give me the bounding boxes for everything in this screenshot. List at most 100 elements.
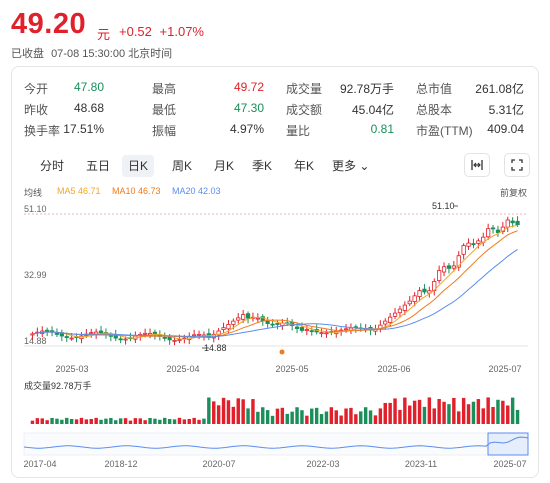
tab-1[interactable]: 五日 bbox=[86, 159, 111, 173]
compare-button[interactable] bbox=[464, 153, 490, 177]
adjust-mode[interactable]: 前复权 bbox=[500, 188, 528, 198]
stat-label: 总股本 bbox=[416, 103, 453, 117]
candle-body bbox=[383, 320, 388, 325]
stat-value: 49.72 bbox=[233, 80, 264, 94]
volume-bar bbox=[305, 415, 309, 424]
legend-ma20: MA20 42.03 bbox=[172, 186, 221, 196]
volume-bar bbox=[197, 419, 201, 424]
candle-body bbox=[495, 229, 501, 233]
candle-body bbox=[422, 288, 427, 293]
fullscreen-icon bbox=[511, 159, 523, 171]
volume-bar bbox=[491, 406, 495, 424]
candle-body bbox=[451, 265, 456, 269]
volume-bar bbox=[202, 418, 206, 424]
stat-label: 市盈(TTM) bbox=[416, 124, 473, 138]
volume-bar bbox=[280, 407, 285, 424]
volume-bar bbox=[84, 419, 89, 424]
candle-body bbox=[196, 333, 202, 336]
volume-bar bbox=[510, 397, 515, 424]
tab-2[interactable]: 日K bbox=[122, 155, 155, 177]
tab-3[interactable]: 周K bbox=[172, 159, 193, 173]
ma10-line bbox=[32, 230, 518, 338]
tab-0[interactable]: 分时 bbox=[40, 159, 65, 173]
stat-label: 总市值 bbox=[416, 82, 453, 96]
volume-bar bbox=[50, 417, 54, 424]
stat-value: 47.30 bbox=[233, 101, 264, 115]
candle-body bbox=[461, 245, 466, 255]
stat-value: 5.31亿 bbox=[488, 103, 524, 117]
y-tick-label: 51.10 bbox=[24, 204, 47, 214]
volume-bar bbox=[118, 418, 123, 424]
fullscreen-button[interactable] bbox=[504, 153, 530, 177]
y-tick-label: 32.99 bbox=[24, 270, 47, 280]
candle-body bbox=[304, 329, 309, 331]
stat-label: 成交量 bbox=[286, 82, 323, 96]
volume-bar bbox=[437, 399, 441, 424]
volume-bar bbox=[378, 408, 383, 424]
candle-body bbox=[236, 317, 241, 321]
candle-body bbox=[231, 320, 236, 325]
volume-label: 成交量92.78万手 bbox=[24, 380, 92, 391]
volume-bar bbox=[261, 407, 265, 424]
volume-bar bbox=[501, 400, 505, 424]
volume-bar bbox=[432, 408, 436, 424]
stats-row: 换手率 17.51% 振幅 4.97% 量比 0.81 市盈(TTM) 409.04 bbox=[24, 119, 534, 140]
volume-bar bbox=[417, 399, 422, 424]
candle-body bbox=[123, 338, 128, 341]
x-tick-label: 2025-05 bbox=[275, 364, 308, 374]
volume-bar bbox=[285, 413, 289, 424]
tab-6[interactable]: 年K bbox=[294, 159, 315, 173]
ma5-line bbox=[32, 224, 518, 340]
volume-bar bbox=[476, 399, 481, 424]
volume-bar bbox=[275, 408, 280, 424]
volume-bar bbox=[109, 417, 113, 424]
volume-bar bbox=[300, 410, 304, 424]
candle-body bbox=[407, 300, 412, 305]
candle-body bbox=[265, 320, 270, 324]
volume-bar bbox=[55, 418, 59, 424]
volume-bar bbox=[412, 400, 417, 424]
overview-window[interactable] bbox=[487, 432, 529, 456]
tab-4[interactable]: 月K bbox=[214, 159, 235, 173]
status-time: 07-08 15:30:00 北京时间 bbox=[51, 48, 173, 60]
candle-body bbox=[446, 265, 452, 269]
stat-value: 92.78万手 bbox=[339, 82, 394, 96]
candle-body bbox=[221, 327, 226, 330]
volume-bar bbox=[359, 411, 363, 424]
candle-body bbox=[275, 323, 280, 325]
volume-bar bbox=[265, 410, 270, 424]
overview-tick-label: 2017-04 bbox=[23, 459, 56, 469]
x-tick-label: 2025-06 bbox=[377, 364, 410, 374]
volume-bar bbox=[461, 397, 466, 424]
price-change: +0.52 +1.07% bbox=[119, 24, 204, 39]
candle-body bbox=[515, 220, 520, 226]
volume-bar bbox=[89, 418, 93, 424]
volume-bar bbox=[515, 409, 520, 424]
candle-body bbox=[64, 336, 69, 338]
overview-tick-label: 2018-12 bbox=[104, 459, 137, 469]
volume-bar bbox=[324, 411, 329, 424]
legend-title: 均线 bbox=[24, 188, 43, 198]
legend-ma5: MA5 46.71 bbox=[57, 186, 101, 196]
volume-bar bbox=[79, 417, 84, 424]
high-marker-label: 51.10 bbox=[432, 201, 455, 211]
stat-value: 0.81 bbox=[370, 122, 394, 136]
volume-bar bbox=[187, 418, 191, 424]
stat-value: 45.04亿 bbox=[351, 103, 394, 117]
candle-body bbox=[388, 316, 393, 323]
stats-row: 今开 47.80 最高 49.72 成交量 92.78万手 总市值 261.08亿 bbox=[24, 77, 534, 98]
volume-bar bbox=[246, 408, 250, 424]
candle-body bbox=[241, 314, 246, 320]
tab-label: 更多 bbox=[332, 159, 357, 173]
stat-value: 261.08亿 bbox=[475, 82, 524, 96]
status-text: 已收盘 bbox=[11, 48, 44, 60]
volume-bar bbox=[373, 415, 378, 424]
volume-bar bbox=[236, 398, 240, 424]
candle-body bbox=[245, 313, 251, 319]
stat-label: 今开 bbox=[24, 82, 49, 96]
tab-7[interactable]: 更多 ⌄ bbox=[326, 155, 375, 177]
tab-5[interactable]: 季K bbox=[252, 159, 273, 173]
candle-body bbox=[392, 312, 398, 317]
candle-body bbox=[143, 332, 148, 335]
